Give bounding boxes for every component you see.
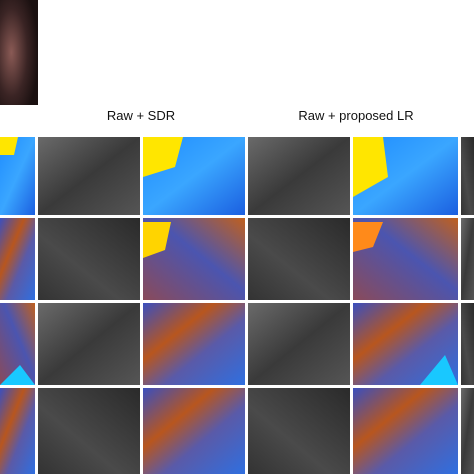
tile <box>353 388 458 474</box>
reference-image <box>0 0 38 105</box>
tile <box>248 137 350 215</box>
tile <box>248 303 350 385</box>
overlay <box>143 137 183 177</box>
tile <box>38 218 140 300</box>
overlay <box>353 137 388 197</box>
overlay <box>143 222 171 258</box>
tile <box>461 303 474 385</box>
tile <box>461 137 474 215</box>
tile <box>38 388 140 474</box>
tile <box>143 303 245 385</box>
tile <box>0 388 35 474</box>
column-label: Raw + SDR <box>107 108 175 123</box>
tile <box>38 303 140 385</box>
tile <box>461 218 474 300</box>
overlay <box>353 222 383 252</box>
image-grid <box>0 137 474 474</box>
tile <box>38 137 140 215</box>
tile <box>143 388 245 474</box>
tile <box>0 218 35 300</box>
column-label: Raw + proposed LR <box>298 108 413 123</box>
tile <box>461 388 474 474</box>
tile <box>248 218 350 300</box>
overlay <box>420 355 458 385</box>
overlay <box>0 365 35 385</box>
tile <box>248 388 350 474</box>
overlay <box>0 137 18 155</box>
